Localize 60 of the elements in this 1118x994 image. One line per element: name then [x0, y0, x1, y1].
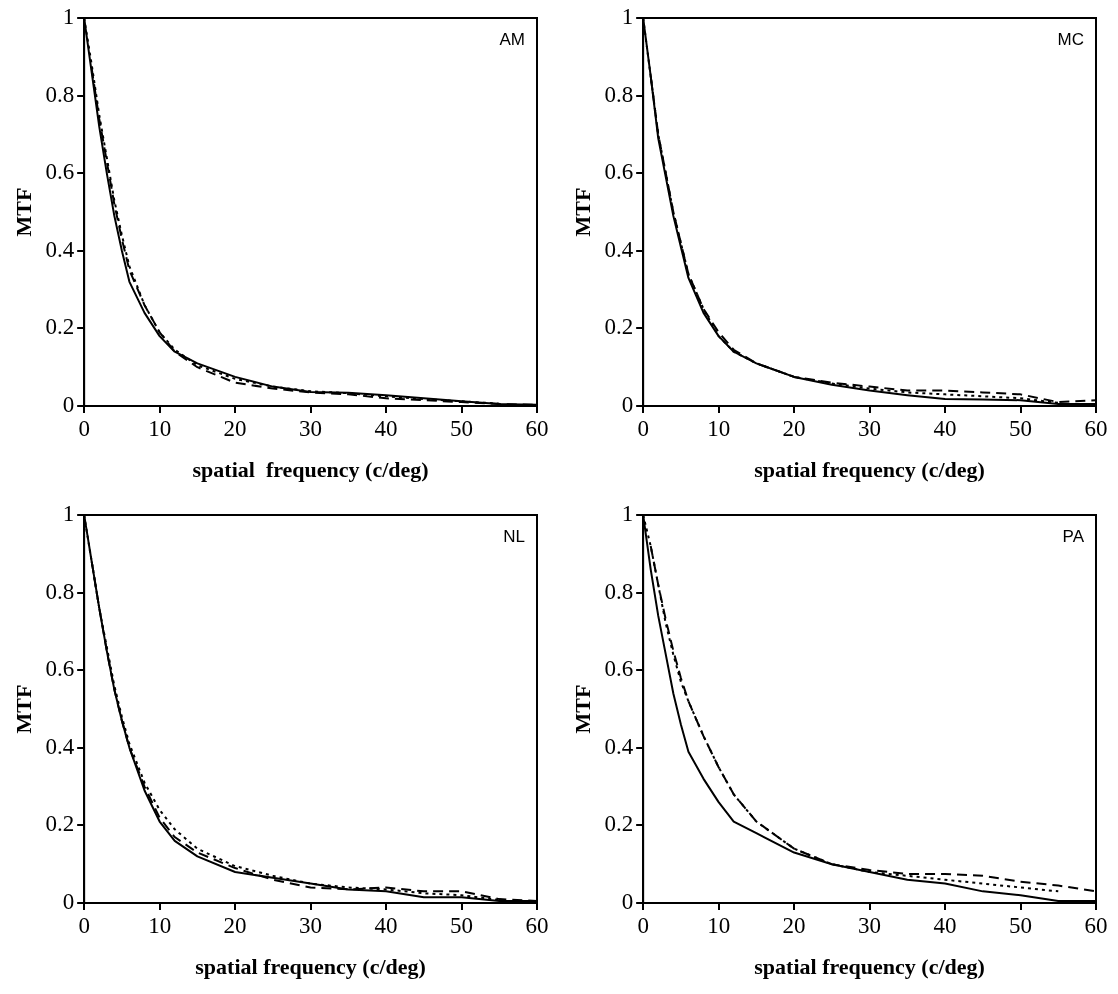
y-tick-label: 1 [62, 4, 75, 30]
x-tick-label: 50 [450, 415, 474, 441]
y-tick-label: 1 [621, 4, 634, 30]
annotation: PA [1062, 527, 1085, 547]
x-tick-label: 10 [148, 415, 172, 441]
x-tick-label: 10 [148, 912, 172, 938]
x-tick-label: 40 [933, 912, 957, 938]
x-tick-label: 20 [782, 912, 806, 938]
y-tick-label: 0.2 [45, 811, 75, 837]
y-tick-label: 0.6 [604, 656, 634, 682]
y-axis-title: MTF [10, 684, 36, 734]
x-tick-label: 40 [374, 415, 398, 441]
y-tick-label: 0 [621, 889, 634, 915]
x-axis-title: spatial frequency (c/deg) [754, 457, 985, 483]
x-tick-label: 20 [782, 415, 806, 441]
annotation: MC [1057, 30, 1084, 50]
y-axis-title: MTF [10, 187, 36, 237]
x-tick-label: 60 [525, 415, 549, 441]
x-axis-title: spatial frequency (c/deg) [192, 457, 429, 483]
y-tick-label: 0.4 [604, 733, 634, 759]
y-tick-label: 0.6 [604, 159, 634, 185]
x-tick-label: 60 [1084, 415, 1108, 441]
y-tick-label: 0.4 [45, 236, 75, 262]
x-tick-label: 40 [933, 415, 957, 441]
x-tick-label: 20 [223, 415, 247, 441]
y-tick-label: 0.2 [604, 811, 634, 837]
x-tick-label: 60 [1084, 912, 1108, 938]
x-tick-label: 30 [299, 912, 323, 938]
x-axis-title: spatial frequency (c/deg) [754, 954, 985, 980]
x-tick-label: 10 [707, 415, 731, 441]
x-tick-label: 20 [223, 912, 247, 938]
y-tick-label: 0.4 [604, 236, 634, 262]
y-tick-label: 1 [621, 501, 634, 527]
x-tick-label: 10 [707, 912, 731, 938]
y-tick-label: 0.2 [45, 314, 75, 340]
x-tick-label: 40 [374, 912, 398, 938]
y-tick-label: 0.4 [45, 733, 75, 759]
x-tick-label: 50 [1009, 912, 1033, 938]
y-tick-label: 0.2 [604, 314, 634, 340]
y-tick-label: 0.8 [604, 578, 634, 604]
y-tick-label: 0.6 [45, 159, 75, 185]
x-tick-label: 60 [525, 912, 549, 938]
y-tick-label: 0.8 [45, 81, 75, 107]
y-axis-title: MTF [569, 684, 595, 734]
x-tick-label: 50 [1009, 415, 1033, 441]
y-tick-label: 0.8 [604, 81, 634, 107]
x-tick-label: 30 [858, 415, 882, 441]
y-axis-title: MTF [569, 187, 595, 237]
x-tick-label: 50 [450, 912, 474, 938]
annotation: NL [503, 527, 525, 547]
x-tick-label: 30 [299, 415, 323, 441]
y-tick-label: 0.6 [45, 656, 75, 682]
y-tick-label: 0 [62, 889, 75, 915]
y-tick-label: 0 [621, 392, 634, 418]
x-tick-label: 30 [858, 912, 882, 938]
y-tick-label: 0.8 [45, 578, 75, 604]
y-tick-label: 1 [62, 501, 75, 527]
annotation: AM [499, 30, 525, 50]
y-tick-label: 0 [62, 392, 75, 418]
x-axis-title: spatial frequency (c/deg) [195, 954, 426, 980]
